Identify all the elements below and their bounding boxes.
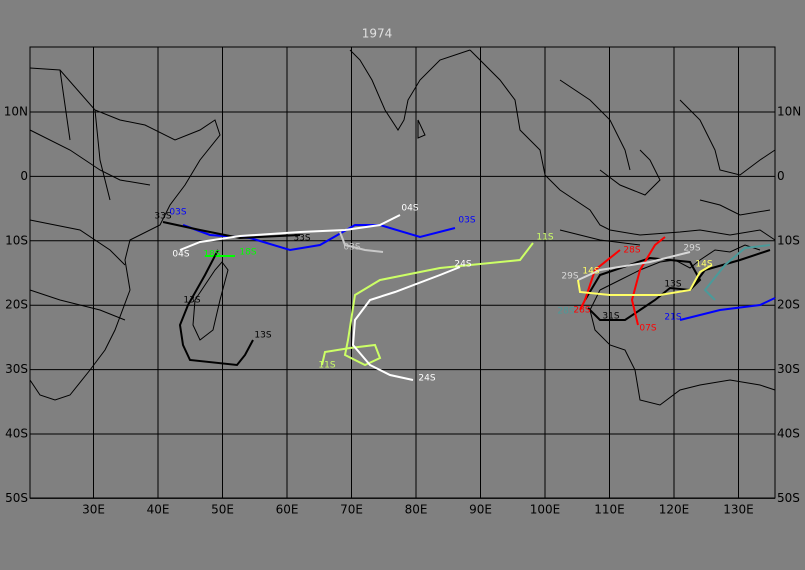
lat-label: 0 [777, 169, 785, 183]
storm-label: 33S [154, 212, 171, 222]
storm-label: 18S [239, 248, 256, 258]
storm-track [577, 264, 713, 296]
lon-label: 80E [405, 503, 428, 517]
storm-label: 28S [573, 306, 590, 316]
lat-label: 50S [777, 491, 800, 505]
storm-label: 13S [183, 296, 200, 306]
storm-label: 13S [254, 331, 271, 341]
storm-track [351, 266, 461, 381]
africa-coast [29, 67, 221, 401]
lat-label: 30S [777, 362, 800, 376]
lat-label: 10S [5, 233, 28, 247]
lon-label: 130E [723, 503, 754, 517]
storm-label: 29S [561, 272, 578, 282]
storm-track [182, 224, 456, 252]
storm-label: 11S [536, 233, 553, 243]
storm-track [679, 297, 776, 321]
storm-track [703, 244, 771, 301]
storm-track [321, 242, 534, 367]
storm-label: 28S [623, 246, 640, 256]
lat-label: 0 [20, 169, 28, 183]
storm-label: 28S [557, 307, 574, 317]
storm-label: 03S [343, 243, 360, 253]
lon-label: 110E [594, 503, 625, 517]
lat-label: 30S [5, 362, 28, 376]
lon-label: 70E [340, 503, 363, 517]
storm-label: 03S [169, 208, 186, 218]
map-title: 1974 [362, 27, 393, 41]
lon-label: 60E [276, 503, 299, 517]
storm-label: 07S [639, 324, 656, 334]
madagascar-coast [192, 261, 229, 341]
storm-label: 33S [293, 234, 310, 244]
storm-track [162, 221, 301, 240]
lon-label: 100E [530, 503, 561, 517]
storm-label: 04S [172, 250, 189, 260]
india-coast [349, 49, 471, 139]
storm-track [689, 249, 771, 291]
lon-label: 40E [147, 503, 170, 517]
storm-track [179, 214, 401, 251]
lat-label: 40S [777, 427, 800, 441]
storm-label: 24S [418, 374, 435, 384]
storm-track [178, 249, 254, 367]
storm-track [339, 231, 384, 253]
storm-label: 14S [695, 260, 712, 270]
map-frame [29, 46, 776, 499]
storm-label: 29S [683, 244, 700, 254]
storm-track [630, 236, 666, 326]
storm-label: 03S [458, 216, 475, 226]
storm-label: 24S [454, 260, 471, 270]
lat-label: 10S [777, 233, 800, 247]
coastlines [29, 49, 776, 406]
lat-label: 50S [5, 491, 28, 505]
australia-coast [589, 244, 776, 406]
storm-label: 04S [401, 204, 418, 214]
storm-track [577, 251, 691, 281]
lat-label: 10N [777, 105, 801, 119]
storm-label: 21S [664, 313, 681, 323]
lon-label: 120E [659, 503, 690, 517]
storm-track [579, 249, 621, 311]
storm-label: 11S [318, 361, 335, 371]
lat-label: 10N [4, 105, 28, 119]
storm-label: 13S [664, 280, 681, 290]
storm-track [584, 256, 702, 321]
lon-label: 90E [469, 503, 492, 517]
storm-label: 14S [582, 267, 599, 277]
lat-label: 20S [5, 298, 28, 312]
lat-label: 40S [5, 427, 28, 441]
storm-label: 18S [203, 250, 220, 260]
storm-label: 31S [602, 312, 619, 322]
lat-label: 20S [777, 298, 800, 312]
lon-label: 50E [211, 503, 234, 517]
lon-label: 30E [82, 503, 105, 517]
